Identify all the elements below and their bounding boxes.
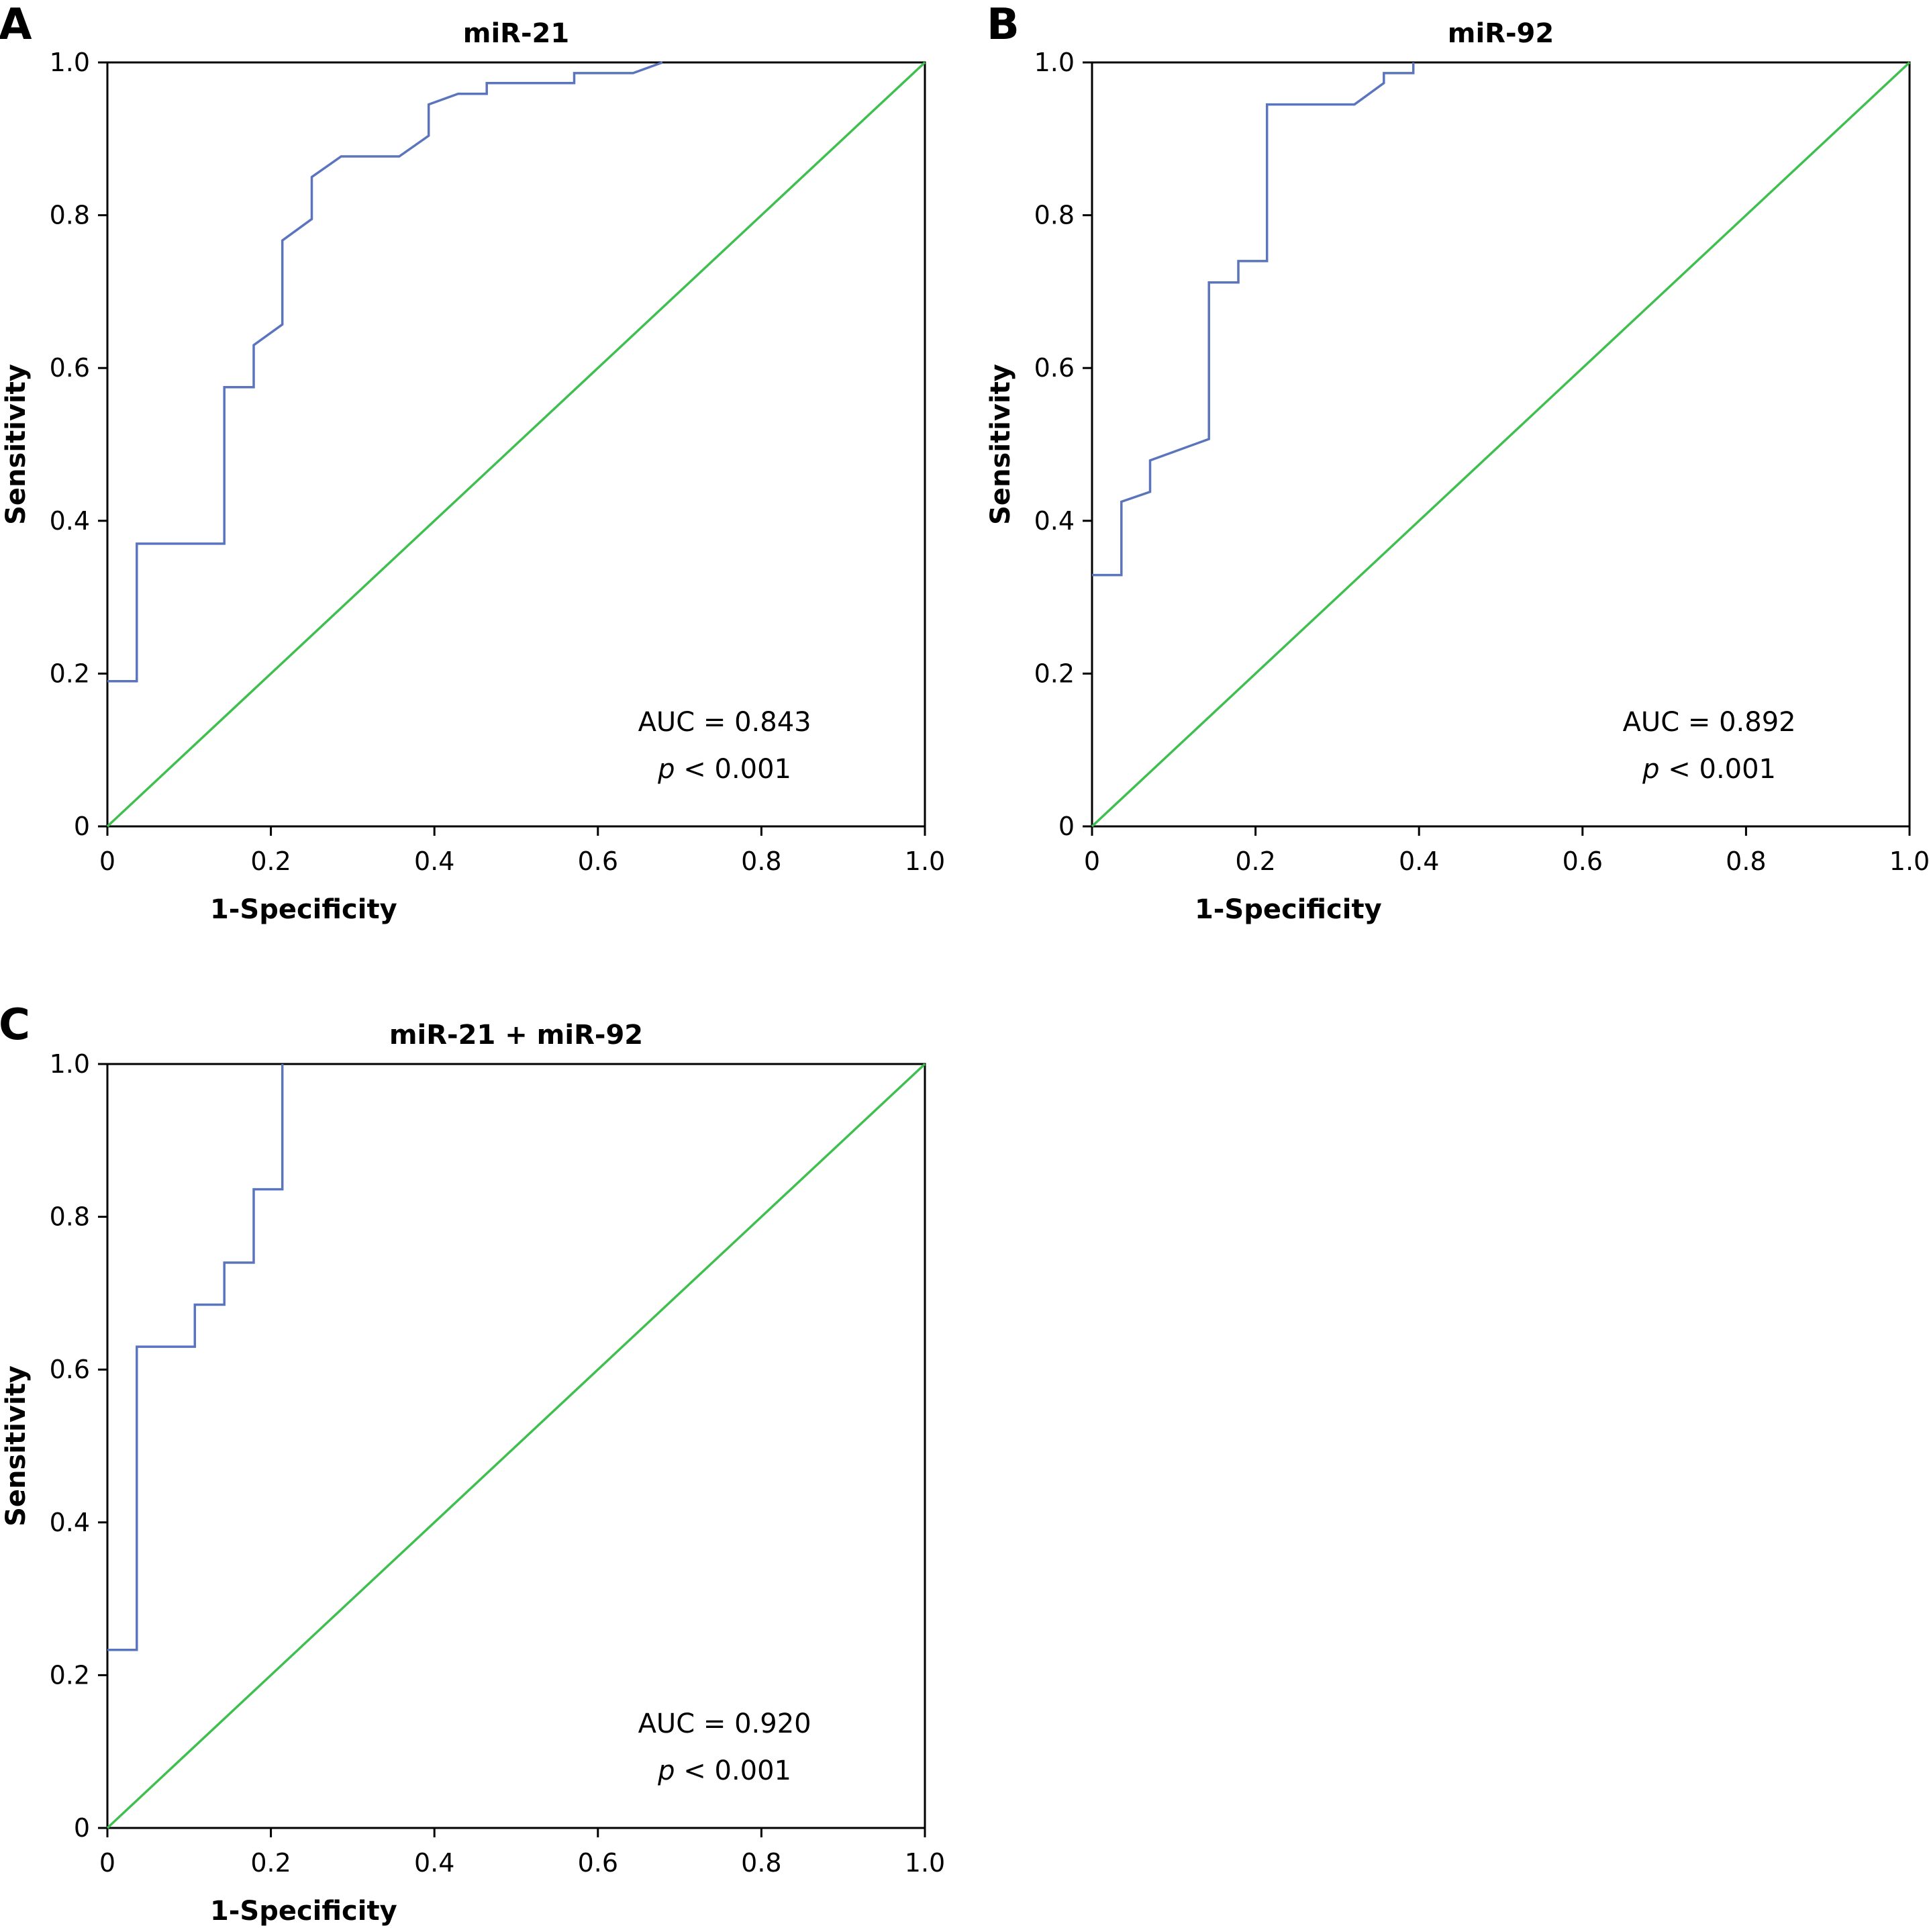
x-tick-label: 0 bbox=[99, 847, 115, 876]
x-tick-label: 0.8 bbox=[741, 847, 781, 876]
y-tick-label: 0.6 bbox=[50, 1355, 90, 1384]
x-tick-label: 1.0 bbox=[905, 847, 945, 876]
panel-letter: A bbox=[0, 0, 32, 50]
p-value-text: < 0.001 bbox=[675, 754, 791, 785]
y-tick-label: 0.2 bbox=[1034, 659, 1075, 688]
p-symbol: p bbox=[1642, 754, 1659, 785]
y-tick-label: 0.8 bbox=[50, 1202, 90, 1232]
x-tick-label: 0.2 bbox=[250, 1848, 291, 1878]
y-tick-label: 0 bbox=[74, 1813, 90, 1843]
p-value-text: < 0.001 bbox=[675, 1755, 791, 1786]
x-tick-label: 0.2 bbox=[250, 847, 291, 876]
x-tick-label: 0.6 bbox=[1563, 847, 1603, 876]
auc-annotation: AUC = 0.892 bbox=[1623, 707, 1796, 738]
p-value-annotation: p < 0.001 bbox=[1642, 754, 1776, 785]
roc-curve bbox=[1092, 62, 1415, 577]
y-tick-label: 0 bbox=[74, 812, 90, 841]
y-tick-label: 0.8 bbox=[50, 201, 90, 230]
y-axis-title: Sensitivity bbox=[1, 364, 32, 525]
x-tick-label: 0.8 bbox=[1726, 847, 1766, 876]
y-tick-label: 0.8 bbox=[1034, 201, 1075, 230]
reference-line bbox=[1091, 61, 1911, 828]
x-tick-label: 0.8 bbox=[741, 1848, 781, 1878]
plot-frame bbox=[106, 1063, 926, 1829]
y-tick-label: 0 bbox=[1058, 812, 1075, 841]
auc-annotation: AUC = 0.843 bbox=[638, 707, 811, 738]
x-tick-label: 0.6 bbox=[578, 1848, 618, 1878]
x-tick-label: 1.0 bbox=[905, 1848, 945, 1878]
x-axis-title: 1-Specificity bbox=[210, 894, 397, 925]
p-value-annotation: p < 0.001 bbox=[657, 1755, 791, 1786]
p-symbol: p bbox=[657, 754, 675, 785]
panel-letter: B bbox=[987, 0, 1020, 50]
chart-title: miR-21 + miR-92 bbox=[389, 1020, 643, 1051]
x-tick-label: 0.4 bbox=[414, 1848, 454, 1878]
panel-letter: C bbox=[0, 1000, 30, 1050]
chart-title: miR-92 bbox=[1448, 18, 1554, 49]
p-symbol: p bbox=[657, 1755, 675, 1786]
y-tick-label: 0.2 bbox=[50, 1660, 90, 1690]
x-tick-label: 0 bbox=[1084, 847, 1100, 876]
y-tick-label: 0.2 bbox=[50, 659, 90, 688]
chart-title: miR-21 bbox=[463, 18, 569, 49]
x-tick-label: 1.0 bbox=[1889, 847, 1929, 876]
x-axis-title: 1-Specificity bbox=[210, 1896, 397, 1927]
y-tick-label: 1.0 bbox=[50, 1049, 90, 1079]
y-tick-label: 0.4 bbox=[50, 506, 90, 536]
y-axis-title: Sensitivity bbox=[985, 364, 1016, 525]
y-tick-label: 0.6 bbox=[50, 353, 90, 383]
reference-line bbox=[106, 61, 926, 828]
x-tick-label: 0.6 bbox=[578, 847, 618, 876]
roc-curve bbox=[107, 1064, 284, 1651]
y-tick-label: 0.6 bbox=[1034, 353, 1075, 383]
auc-annotation: AUC = 0.920 bbox=[638, 1708, 811, 1739]
plot-frame bbox=[1091, 61, 1911, 828]
y-tick-label: 1.0 bbox=[50, 48, 90, 77]
x-axis-title: 1-Specificity bbox=[1195, 894, 1382, 925]
p-value-text: < 0.001 bbox=[1660, 754, 1776, 785]
y-axis-title: Sensitivity bbox=[1, 1365, 32, 1527]
plot-frame bbox=[106, 61, 926, 828]
x-tick-label: 0 bbox=[99, 1848, 115, 1878]
y-tick-label: 0.4 bbox=[50, 1508, 90, 1537]
y-tick-label: 1.0 bbox=[1034, 48, 1075, 77]
reference-line bbox=[106, 1063, 926, 1829]
x-tick-label: 0.2 bbox=[1235, 847, 1275, 876]
x-tick-label: 0.4 bbox=[414, 847, 454, 876]
y-tick-label: 0.4 bbox=[1034, 506, 1075, 536]
p-value-annotation: p < 0.001 bbox=[657, 754, 791, 785]
x-tick-label: 0.4 bbox=[1399, 847, 1439, 876]
roc-curve bbox=[107, 61, 663, 683]
